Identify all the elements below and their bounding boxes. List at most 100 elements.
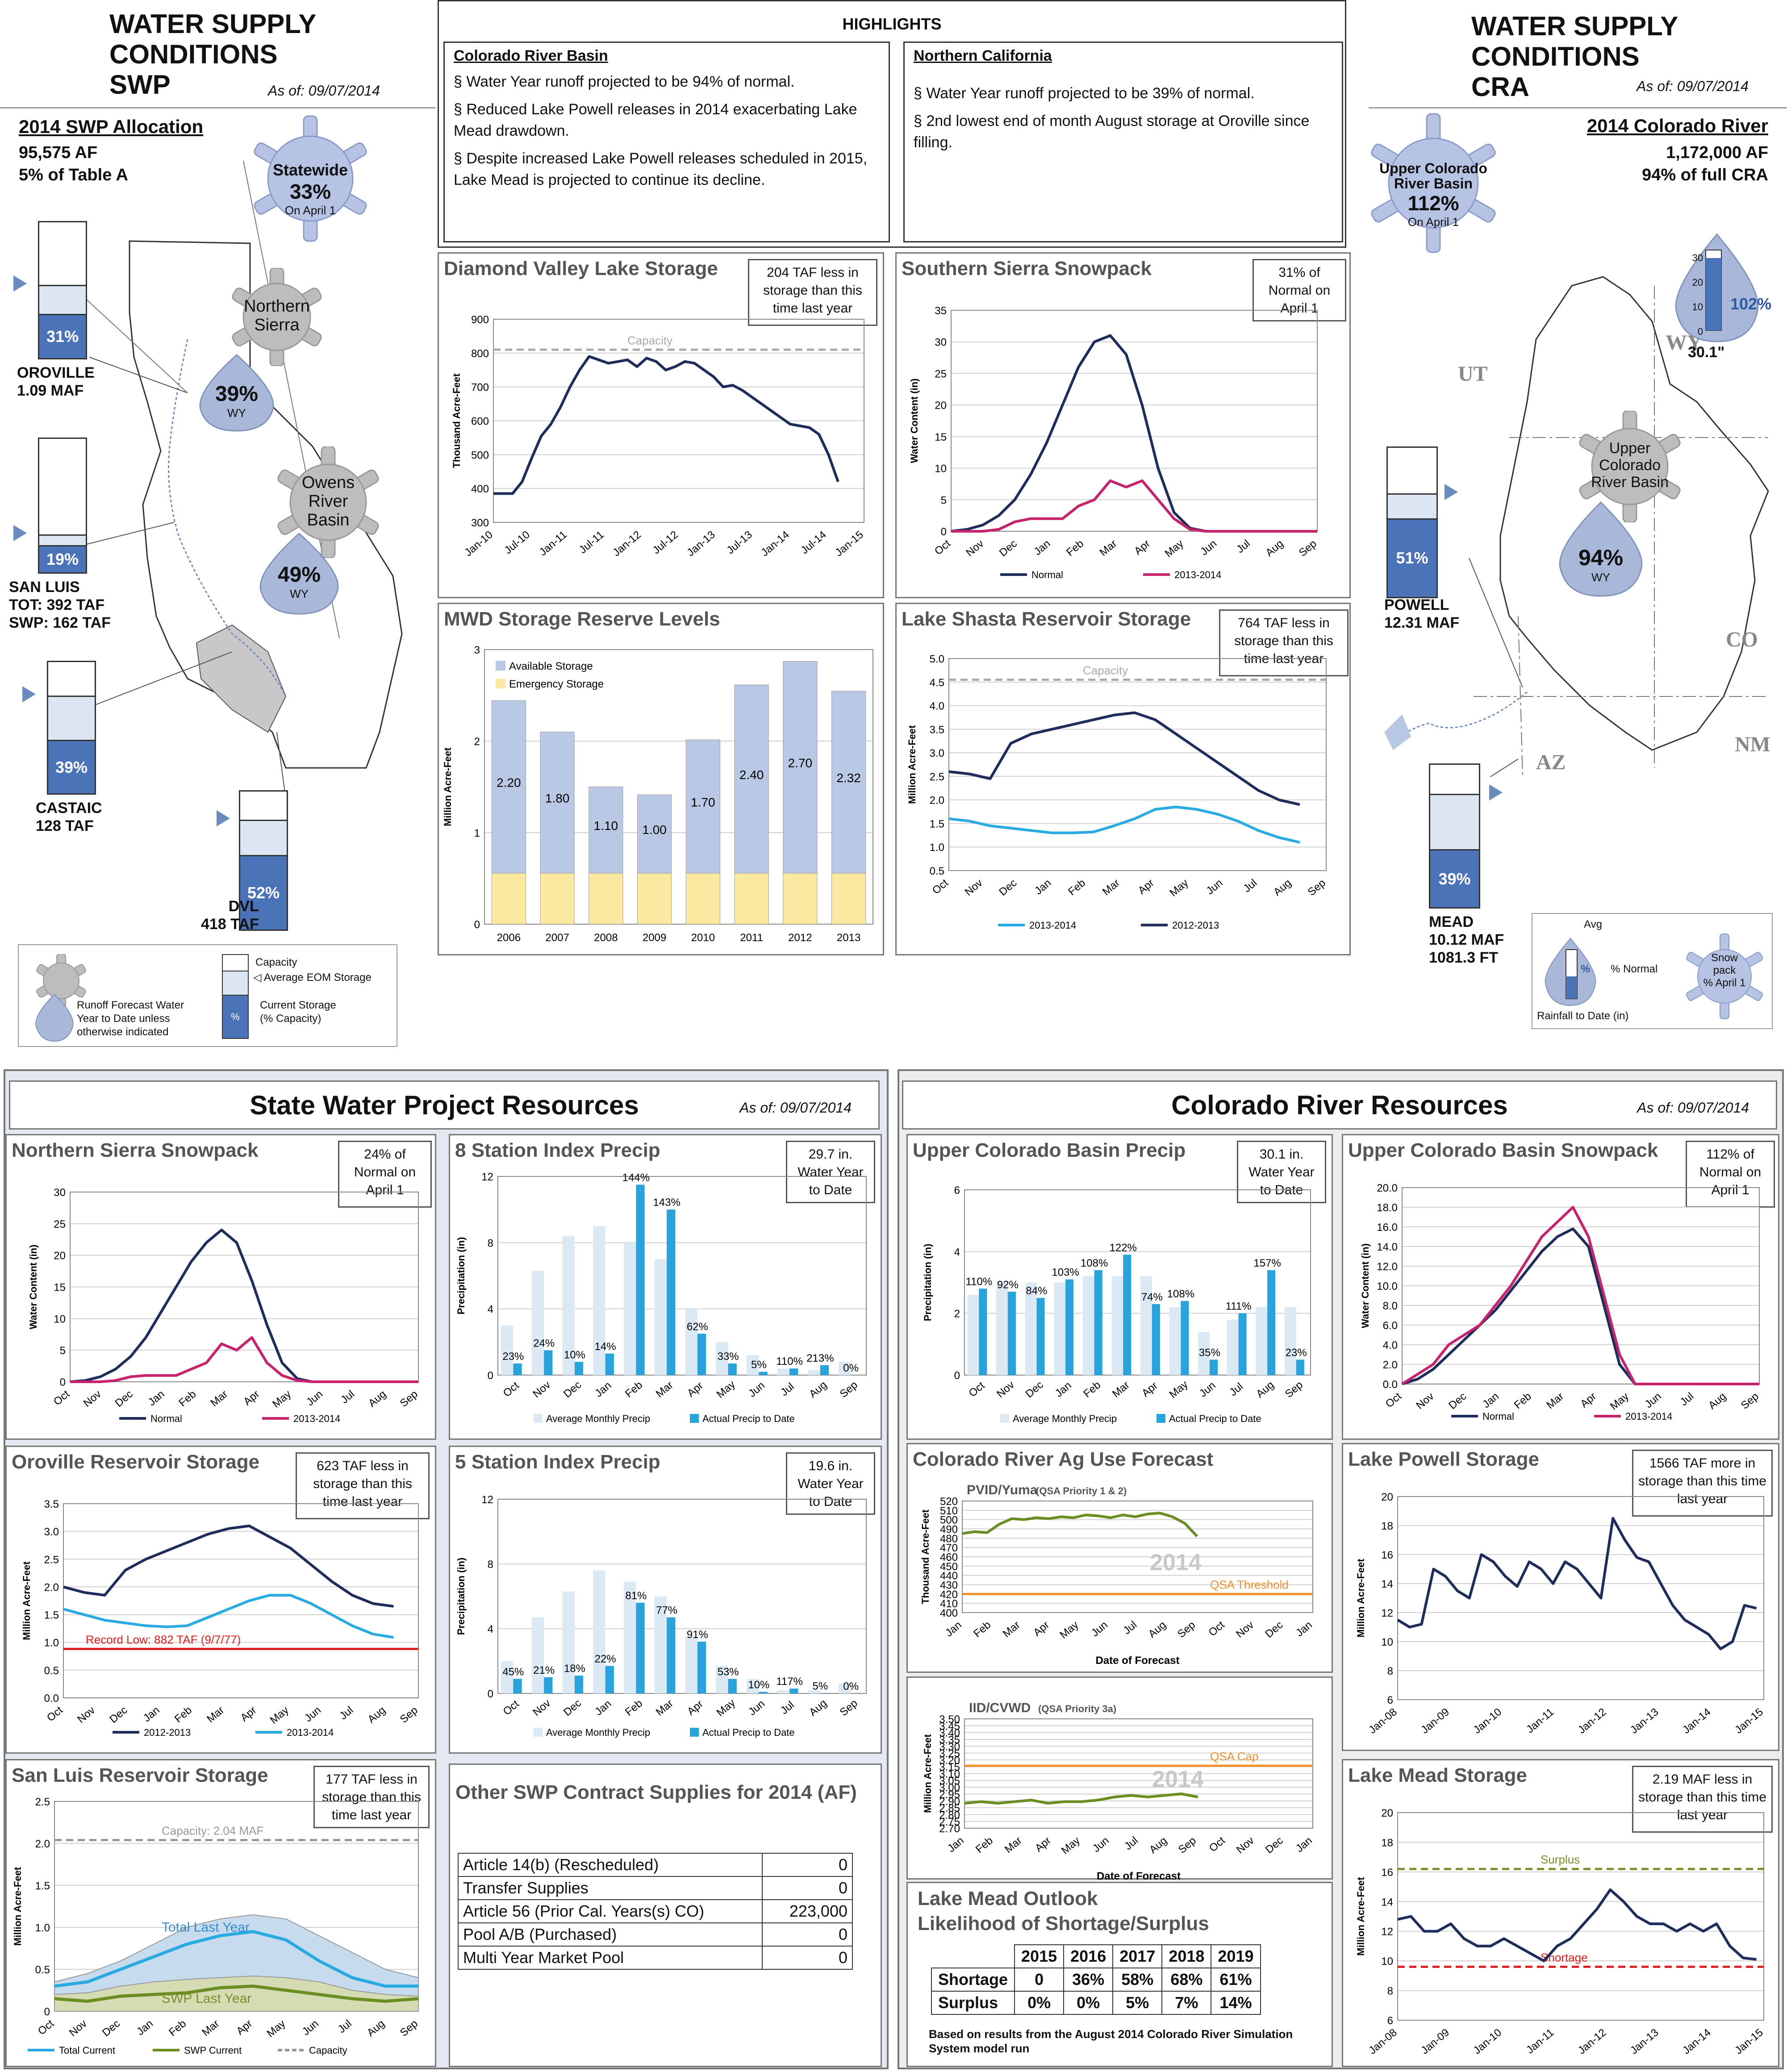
average-storage-bar — [240, 820, 287, 857]
highlights-colorado-head: Colorado River Basin — [454, 47, 608, 64]
chart-ucp: 0 2 4 6 Precipitation (in) Oct Nov Dec Jan Feb Mar… — [922, 1184, 1311, 1424]
lake-mead-outlook-footnote: Based on results from the August 2014 Co… — [929, 2027, 1293, 2055]
x-tick-label: Jan-11 — [537, 529, 569, 559]
series-line — [964, 1793, 1198, 1805]
x-tick-label: Apr — [1033, 1834, 1053, 1855]
actual-precip-bar — [667, 1617, 676, 1693]
y-tick-label: 16.0 — [1377, 1222, 1398, 1234]
chart-subtitle: IID/CVWD — [969, 1701, 1031, 1715]
x-tick-label: Jul — [1234, 538, 1253, 555]
y-tick-label: 700 — [471, 382, 489, 394]
y-tick-label: 800 — [471, 348, 489, 360]
legend-swatch — [496, 679, 505, 688]
owens-drop-icon — [259, 532, 339, 615]
reservoir-line2: TOT: 392 TAF — [9, 596, 105, 613]
emergency-storage-bar — [734, 873, 769, 925]
x-tick-label: Mar — [1001, 1619, 1023, 1640]
x-tick-label: Jan-11 — [1524, 2026, 1556, 2056]
rain-tick-label: 10 — [1692, 301, 1703, 313]
x-tick-label: Sep — [1297, 538, 1319, 559]
y-tick-label: 14.0 — [1377, 1241, 1398, 1253]
basin-name-2: Colorado — [1599, 457, 1661, 474]
swp-as-of: As of: 09/07/2014 — [268, 83, 380, 99]
x-tick-label: 2009 — [643, 932, 666, 944]
reservoir-name: CASTAIC — [36, 800, 102, 817]
average-precip-bar — [1284, 1307, 1296, 1375]
average-precip-bar — [1082, 1276, 1094, 1375]
legend-swatch — [1157, 1414, 1165, 1423]
x-tick-label: Jan-13 — [685, 529, 718, 559]
y-tick-label: 1.0 — [35, 1922, 50, 1934]
highlights-box: HIGHLIGHTS Colorado River Basin § Water … — [438, 0, 1346, 248]
x-tick-label: Apr — [685, 1698, 706, 1718]
y-tick-label: 6 — [954, 1184, 960, 1197]
y-tick-label: 3.5 — [44, 1498, 59, 1510]
legend-current-1: Current Storage — [260, 999, 336, 1011]
table-row: Surplus 0% 0% 5% 7% 14% — [931, 1991, 1261, 2015]
x-tick-label: Jul — [1678, 1390, 1696, 1408]
x-tick-label: Mar — [208, 1388, 230, 1409]
x-tick-label: May — [714, 1697, 738, 1719]
bar-value-label: 1.70 — [691, 795, 715, 809]
reservoir-label: OROVILLE 1.09 MAF — [17, 364, 95, 400]
average-precip-bar — [777, 1690, 790, 1693]
plot-area — [484, 649, 873, 925]
x-tick-label: Feb — [176, 1388, 198, 1409]
reservoir-line2: 128 TAF — [36, 817, 94, 834]
panel-iid — [906, 1676, 1333, 1880]
x-tick-label: May — [264, 2018, 288, 2040]
y-axis-label: Million Acre-Feet — [12, 1867, 23, 1946]
bar-value-label: 5% — [813, 1680, 828, 1693]
table-row: Pool A/B (Purchased) 0 — [458, 1922, 853, 1947]
cra-header: WATER SUPPLY CONDITIONS CRA — [1471, 11, 1762, 102]
x-tick-label: Nov — [530, 1697, 553, 1718]
highlights-norcal-items: § Water Year runoff projected to be 39% … — [914, 83, 1333, 153]
available-storage-bar — [589, 787, 623, 874]
y-tick-label: 2.95 — [939, 1789, 960, 1801]
plot-area — [964, 1189, 1311, 1376]
reservoir-tank: 52% — [239, 790, 288, 931]
y-tick-label: 0 — [488, 1688, 493, 1700]
northern-sierra-sub: WY — [227, 406, 246, 420]
reference-label: Capacity: 2.04 MAF — [162, 1824, 263, 1837]
x-tick-label: Apr — [1031, 1619, 1052, 1639]
total-current-line — [54, 1930, 418, 1988]
x-tick-label: Jan — [141, 1704, 162, 1725]
actual-precip-bar — [820, 1365, 829, 1375]
y-tick-label: 20 — [54, 1250, 66, 1262]
y-tick-label: 20.0 — [1377, 1182, 1398, 1194]
x-tick-label: Feb — [971, 1619, 993, 1640]
y-tick-label: 3.40 — [939, 1727, 960, 1739]
chart-mwd: 0 1 2 3 Million Acre-Feet 2006 2007 2008 2009 201… — [442, 644, 873, 944]
y-tick-label: 3.0 — [44, 1526, 59, 1538]
x-axis-label: Date of Forecast — [1095, 1655, 1179, 1667]
bar-value-label: 1.00 — [642, 823, 667, 837]
x-tick-label: Aug — [807, 1697, 829, 1718]
x-tick-label: Sep — [398, 1388, 420, 1409]
x-tick-label: 2012 — [788, 932, 812, 944]
legend-avg: ◁ Average EOM Storage — [253, 971, 372, 984]
x-tick-label: Jan — [593, 1697, 614, 1718]
chart-five: 0 4 8 12 Precipitation (in) Oct Nov Dec Jan Feb Ma… — [455, 1494, 867, 1738]
bar-value-label: 143% — [653, 1197, 680, 1209]
series-line — [70, 1229, 418, 1383]
y-tick-label: 15 — [54, 1282, 66, 1294]
reservoir-label: DVL 418 TAF — [201, 897, 259, 933]
x-tick-label: Jul — [1122, 1834, 1140, 1852]
reservoir-tank: 39% — [1429, 763, 1480, 909]
x-tick-label: Sep — [398, 1704, 420, 1726]
contract-name: Transfer Supplies — [458, 1876, 763, 1900]
actual-precip-bar — [728, 1679, 737, 1693]
plot-area — [948, 658, 1327, 871]
upper-colorado-pct: 112% — [1407, 192, 1459, 215]
statewide-name: Statewide — [272, 161, 348, 179]
actual-precip-bar — [697, 1334, 706, 1375]
y-tick-label: 480 — [940, 1533, 958, 1545]
y-tick-label: 4.0 — [1383, 1339, 1398, 1351]
year-header: 2019 — [1211, 1944, 1261, 1968]
upper-colorado-sub: On April 1 — [1407, 215, 1459, 229]
northern-sierra-label: Northern Sierra — [219, 297, 335, 334]
y-tick-label: 0 — [488, 1370, 493, 1382]
x-tick-label: Jul — [336, 2018, 354, 2035]
likelihood-value: 5% — [1112, 1991, 1163, 2015]
